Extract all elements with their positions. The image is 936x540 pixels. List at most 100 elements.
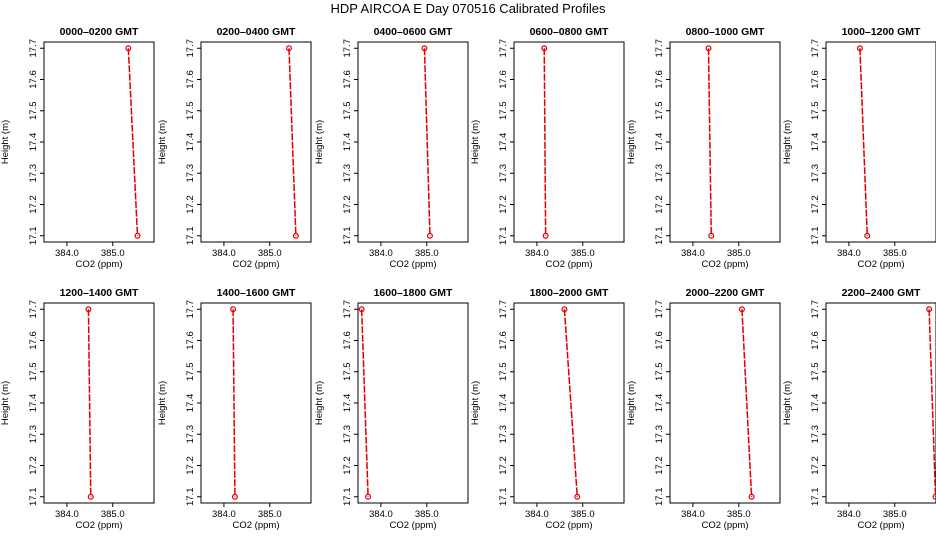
y-tick-label: 17.3 <box>342 164 353 183</box>
x-tick-label: 385.0 <box>258 248 282 259</box>
y-tick-label: 17.1 <box>810 227 821 246</box>
y-tick-label: 17.2 <box>654 195 665 214</box>
y-tick-label: 17.1 <box>654 488 665 507</box>
x-tick-label: 385.0 <box>258 509 282 520</box>
y-tick-label: 17.6 <box>498 70 509 89</box>
y-tick-label: 17.4 <box>185 133 196 152</box>
y-tick-label: 17.4 <box>810 394 821 413</box>
data-point <box>426 232 433 239</box>
y-tick-label: 17.7 <box>342 300 353 319</box>
data-point <box>421 45 428 52</box>
x-axis-label: CO2 (ppm) <box>858 259 905 270</box>
y-tick-label: 17.6 <box>185 331 196 350</box>
y-tick-label: 17.6 <box>342 70 353 89</box>
y-tick-label: 17.7 <box>28 300 39 319</box>
y-tick-label: 17.5 <box>342 363 353 382</box>
panel-title: 2000–2200 GMT <box>686 287 765 299</box>
y-tick-label: 17.3 <box>28 164 39 183</box>
data-point <box>292 232 299 239</box>
y-tick-label: 17.6 <box>28 70 39 89</box>
y-tick-label: 17.2 <box>185 195 196 214</box>
panel-11: 2000–2200 GMT 17.1 17.2 17.3 17.4 17.5 17.6 17.… <box>626 287 781 531</box>
data-point <box>286 45 293 52</box>
data-point <box>542 232 549 239</box>
plot-frame <box>825 302 936 504</box>
plot-frame <box>43 41 155 243</box>
figure-title: HDP AIRCOA E Day 070516 Calibrated Profi… <box>330 1 606 16</box>
y-axis-label: Height (m) <box>626 120 637 164</box>
profile-line <box>859 48 868 236</box>
y-tick-label: 17.6 <box>654 70 665 89</box>
y-tick-label: 17.2 <box>342 456 353 475</box>
y-tick-label: 17.6 <box>498 331 509 350</box>
y-tick-label: 17.2 <box>28 195 39 214</box>
y-tick-label: 17.3 <box>498 425 509 444</box>
panel-7: 1200–1400 GMT 17.1 17.2 17.3 17.4 17.5 17.6 17.… <box>0 287 155 531</box>
y-tick-label: 17.5 <box>654 102 665 121</box>
panel-title: 2200–2400 GMT <box>842 287 921 299</box>
plot-frame <box>513 302 625 504</box>
y-tick-label: 17.5 <box>498 102 509 121</box>
panel-title: 1600–1800 GMT <box>374 287 453 299</box>
y-tick-label: 17.6 <box>28 331 39 350</box>
x-tick-label: 385.0 <box>571 248 595 259</box>
panel-title: 0600–0800 GMT <box>530 26 609 38</box>
x-tick-label: 384.0 <box>212 248 236 259</box>
y-tick-label: 17.7 <box>498 39 509 58</box>
x-tick-label: 384.0 <box>681 509 705 520</box>
profile-line <box>87 309 92 497</box>
y-axis-label: Height (m) <box>0 120 11 164</box>
x-tick-label: 384.0 <box>369 509 393 520</box>
panel-4: 0600–0800 GMT 17.1 17.2 17.3 17.4 17.5 17.6 17.… <box>470 26 625 270</box>
y-tick-label: 17.5 <box>342 102 353 121</box>
y-tick-label: 17.7 <box>342 39 353 58</box>
y-axis-label: Height (m) <box>470 120 481 164</box>
profile-line <box>127 48 139 236</box>
y-tick-label: 17.7 <box>185 39 196 58</box>
y-tick-label: 17.6 <box>810 331 821 350</box>
y-tick-label: 17.7 <box>654 39 665 58</box>
y-tick-label: 17.4 <box>28 133 39 152</box>
y-tick-label: 17.7 <box>654 300 665 319</box>
y-tick-label: 17.1 <box>498 488 509 507</box>
x-tick-label: 385.0 <box>101 509 125 520</box>
x-axis-label: CO2 (ppm) <box>858 520 905 531</box>
profile-line <box>563 309 578 497</box>
data-point <box>87 493 94 500</box>
data-point <box>561 306 568 313</box>
x-tick-label: 384.0 <box>837 248 861 259</box>
plot-frame <box>669 41 781 243</box>
x-axis-label: CO2 (ppm) <box>76 259 123 270</box>
x-axis-label: CO2 (ppm) <box>233 520 280 531</box>
panel-title: 1400–1600 GMT <box>217 287 296 299</box>
y-tick-label: 17.2 <box>498 456 509 475</box>
y-tick-label: 17.6 <box>654 331 665 350</box>
y-tick-label: 17.5 <box>498 363 509 382</box>
x-tick-label: 385.0 <box>415 248 439 259</box>
x-tick-label: 384.0 <box>212 509 236 520</box>
x-tick-label: 385.0 <box>883 248 907 259</box>
y-tick-label: 17.3 <box>498 164 509 183</box>
data-point <box>125 45 132 52</box>
y-tick-label: 17.5 <box>810 363 821 382</box>
y-tick-label: 17.2 <box>498 195 509 214</box>
y-axis-label: Height (m) <box>782 381 793 425</box>
y-tick-label: 17.2 <box>810 195 821 214</box>
y-tick-label: 17.6 <box>185 70 196 89</box>
y-tick-label: 17.6 <box>810 70 821 89</box>
y-tick-label: 17.1 <box>28 488 39 507</box>
y-tick-label: 17.1 <box>28 227 39 246</box>
panel-5: 0800–1000 GMT 17.1 17.2 17.3 17.4 17.5 17.6 17.… <box>626 26 781 270</box>
y-tick-label: 17.4 <box>28 394 39 413</box>
panel-title: 1800–2000 GMT <box>530 287 609 299</box>
panel-title: 0200–0400 GMT <box>217 26 296 38</box>
y-tick-label: 17.1 <box>185 488 196 507</box>
y-tick-label: 17.5 <box>28 102 39 121</box>
data-point <box>358 306 365 313</box>
panel-2: 0200–0400 GMT 17.1 17.2 17.3 17.4 17.5 17.6 17.… <box>157 26 312 270</box>
y-tick-label: 17.5 <box>810 102 821 121</box>
y-tick-label: 17.4 <box>342 133 353 152</box>
y-tick-label: 17.1 <box>654 227 665 246</box>
plot-frame <box>43 302 155 504</box>
y-tick-label: 17.2 <box>185 456 196 475</box>
